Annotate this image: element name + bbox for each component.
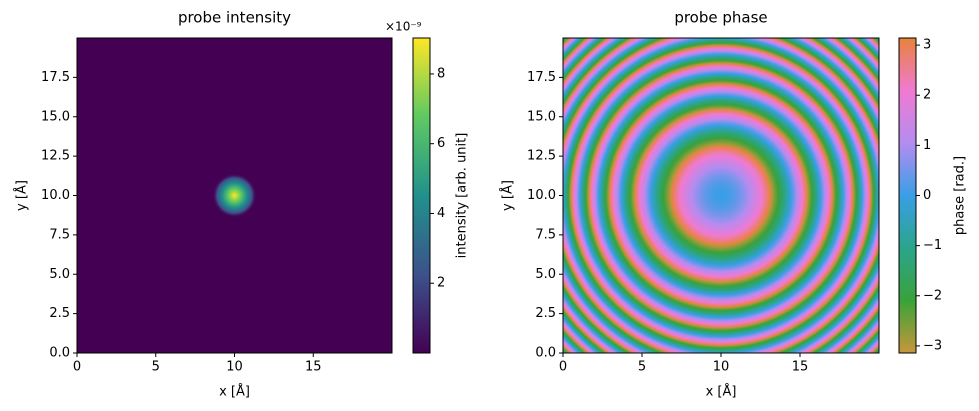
y-tick-label: 17.5 <box>527 70 556 85</box>
y-tick-label: 5.0 <box>535 267 556 282</box>
probe-spot <box>212 173 257 218</box>
x-tick-label: 5 <box>638 360 646 375</box>
y-tick-label: 2.5 <box>535 306 556 321</box>
phase-image <box>563 38 879 353</box>
colorbar-tick-label: 4 <box>437 206 445 221</box>
colorbar-tick-label: 3 <box>923 38 931 53</box>
x-axis-label: x [Å] <box>706 384 737 400</box>
y-tick-label: 12.5 <box>41 149 70 164</box>
y-tick-label: 7.5 <box>535 227 556 242</box>
y-tick-label: 10.0 <box>527 188 556 203</box>
colorbar-tick-label: 8 <box>437 66 445 81</box>
colorbar-tick-label: −2 <box>923 288 942 303</box>
colorbar-tick-label: 6 <box>437 136 445 151</box>
colorbar-tick-label: 0 <box>923 188 931 203</box>
x-tick-label: 0 <box>559 360 567 375</box>
chart-title: probe intensity <box>178 9 291 27</box>
x-tick-label: 5 <box>152 360 160 375</box>
x-axis-label: x [Å] <box>219 384 250 400</box>
y-axis-label: y [Å] <box>14 180 30 211</box>
colorbar-tick-label: 2 <box>437 276 445 291</box>
colorbar-offset: ×10⁻⁹ <box>385 20 422 34</box>
y-tick-label: 0.0 <box>49 346 70 361</box>
y-tick-label: 15.0 <box>527 109 556 124</box>
colorbar-tick-label: −1 <box>923 238 942 253</box>
y-tick-label: 10.0 <box>41 188 70 203</box>
colorbar-tick-label: −3 <box>923 338 942 353</box>
colorbar-label: phase [rad.] <box>953 156 968 235</box>
colorbar <box>412 37 431 354</box>
y-axis-label: y [Å] <box>500 180 516 211</box>
y-tick-label: 17.5 <box>41 70 70 85</box>
phase-ring <box>720 194 722 197</box>
colorbar <box>898 37 917 354</box>
y-tick-label: 5.0 <box>49 267 70 282</box>
x-tick-label: 10 <box>713 360 730 375</box>
colorbar-tick-label: 2 <box>923 88 931 103</box>
x-tick-label: 0 <box>73 360 81 375</box>
chart-title: probe phase <box>674 9 767 27</box>
y-tick-label: 2.5 <box>49 306 70 321</box>
colorbar-label: intensity [arb. unit] <box>455 133 470 259</box>
y-tick-label: 12.5 <box>527 149 556 164</box>
y-tick-label: 7.5 <box>49 227 70 242</box>
x-tick-label: 10 <box>226 360 243 375</box>
x-tick-label: 15 <box>792 360 809 375</box>
x-tick-label: 15 <box>305 360 322 375</box>
y-tick-label: 0.0 <box>535 346 556 361</box>
y-tick-label: 15.0 <box>41 109 70 124</box>
colorbar-tick-label: 1 <box>923 138 931 153</box>
